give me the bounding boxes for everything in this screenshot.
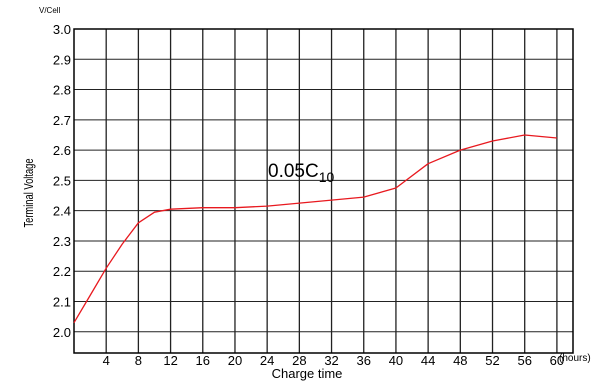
y-tick-labels: 2.0 2.1 2.2 2.3 2.4 2.5 2.6 2.7 2.8 2.9 3.0: [53, 22, 71, 340]
y-tick-label: 3.0: [53, 22, 71, 37]
y-tick-label: 2.5: [53, 173, 71, 188]
plot-frame: [73, 28, 574, 354]
y-tick-label: 2.6: [53, 143, 71, 158]
x-tick-label: 56: [517, 353, 531, 368]
x-tick-labels: 4 8 12 16 20 24 28 32 36 40 44 48 52 56 60: [103, 353, 565, 368]
rate-annotation-subscript: 10: [319, 169, 335, 185]
x-tick-label: 4: [103, 353, 110, 368]
x-tick-label: 52: [485, 353, 499, 368]
x-tick-label: 24: [260, 353, 274, 368]
x-tick-label: 12: [163, 353, 177, 368]
plot-area: [74, 29, 573, 353]
x-unit-label: (hours): [559, 353, 591, 364]
y-tick-label: 2.8: [53, 83, 71, 98]
y-unit-label: V/Cell: [39, 6, 61, 15]
rate-annotation-main: 0.05C: [268, 161, 319, 182]
y-tick-label: 2.1: [53, 295, 71, 310]
x-tick-label: 28: [292, 353, 306, 368]
x-tick-label: 32: [324, 353, 338, 368]
x-tick-label: 20: [228, 353, 242, 368]
y-tick-label: 2.9: [53, 52, 71, 67]
x-tick-label: 36: [357, 353, 371, 368]
y-tick-label: 2.7: [53, 113, 71, 128]
x-tick-label: 16: [196, 353, 210, 368]
x-axis-label: Charge time: [272, 366, 343, 381]
x-tick-label: 40: [389, 353, 403, 368]
x-tick-label: 44: [421, 353, 435, 368]
y-tick-label: 2.2: [53, 264, 71, 279]
voltage-series-line: [73, 134, 557, 324]
y-tick-label: 2.4: [53, 204, 71, 219]
x-tick-label: 8: [135, 353, 142, 368]
x-tick-label: 48: [453, 353, 467, 368]
series-layer: [73, 134, 557, 324]
rate-annotation: 0.05C10: [268, 161, 334, 185]
y-tick-label: 2.0: [53, 325, 71, 340]
y-tick-label: 2.3: [53, 234, 71, 249]
x-tick-label: 60: [550, 353, 564, 368]
y-axis-label: Terminal Voltage: [23, 158, 37, 227]
